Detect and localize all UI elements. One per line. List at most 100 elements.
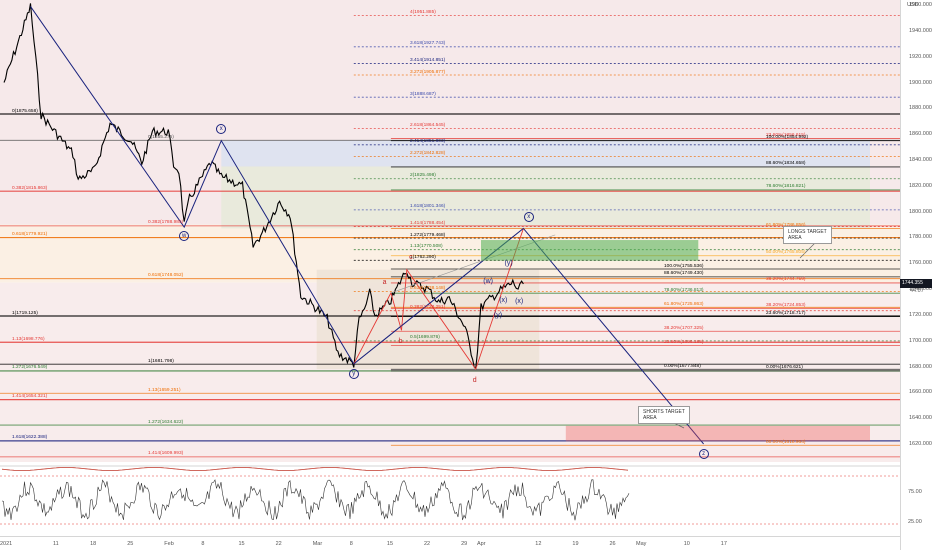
- countdown-label: 44:07: [910, 288, 924, 295]
- fib-level-label: 0.618(1779.921): [12, 232, 48, 238]
- fib-level-label: 3.414(1914.851): [410, 57, 446, 63]
- fib-level-label: 0.382(1815.863): [12, 185, 48, 191]
- fib-level-label: 2.272(1842.828): [410, 150, 446, 156]
- price-tick-label: 1640.000: [909, 415, 932, 422]
- wave-label: d: [472, 376, 477, 384]
- fib-level-label: 4(1951.885): [410, 10, 436, 16]
- wave-label: y: [348, 369, 359, 380]
- fib-level-label: 88.60%(1749.430): [664, 271, 704, 277]
- volume-strip-line: [1, 467, 629, 471]
- price-tick-label: 1880.000: [909, 105, 932, 112]
- time-tick-label: 25: [127, 541, 134, 547]
- time-tick-label: 22: [275, 541, 282, 547]
- time-axis[interactable]: 2021 11 18 25 Feb 8 15 22 Mar 8 15 22 29 Apr 12 19 26 May…: [0, 536, 900, 551]
- fib-level-label: 100.0%(1755.536): [664, 263, 704, 269]
- wave-label: x: [216, 124, 227, 135]
- fib-level-label: 38.20%(1724.853): [766, 303, 806, 309]
- wave-label: w: [179, 231, 190, 242]
- time-tick-label: 29: [461, 541, 468, 547]
- fib-level-label: 38.20%(1744.759): [766, 277, 806, 283]
- oscillator-axis-label: 75.00: [908, 489, 922, 495]
- wave-abcd-line: [353, 228, 524, 371]
- time-tick-label: 17: [720, 541, 727, 547]
- time-tick-label: 10: [683, 541, 690, 547]
- fib-level-label: 1(1681.798): [148, 358, 174, 364]
- fib-level-label: 1.13(1659.251): [148, 387, 181, 393]
- fib-level-label: 1.272(1634.622): [148, 419, 184, 425]
- price-tick-label: 1960.000: [909, 2, 932, 9]
- fib-level-label: 1.414(1609.993): [148, 451, 184, 457]
- wave-xwxyz-line: [30, 6, 704, 445]
- time-tick-label: Feb: [164, 541, 174, 547]
- time-tick-label: 12: [535, 541, 542, 547]
- price-tick-label: 1780.000: [909, 234, 932, 241]
- fib-level-label: 61.80%(1725.863): [664, 301, 704, 307]
- time-tick-label: 26: [609, 541, 616, 547]
- time-tick-label: Apr: [477, 541, 486, 547]
- time-tick-label: 8: [201, 541, 205, 547]
- fib-level-label: 2.618(1864.545): [410, 122, 446, 128]
- fib-level-label: 1.414(1788.454): [410, 221, 446, 227]
- fib-level-label: 1(1719.125): [12, 310, 38, 316]
- time-tick-label: 22: [424, 541, 431, 547]
- longs-target-callout: LONGS TARGET AREA: [783, 226, 832, 244]
- price-tick-label: 1660.000: [909, 389, 932, 396]
- fib-level-label: 0.00%(1676.621): [766, 365, 803, 371]
- current-price-badge: 1744.355: [900, 279, 932, 289]
- wave-label: (y): [504, 259, 513, 267]
- time-tick-label: 18: [90, 541, 97, 547]
- wave-label: z: [698, 449, 709, 460]
- time-tick-label: May: [636, 541, 647, 547]
- time-tick-label: 2021: [0, 541, 13, 547]
- time-tick-label: 15: [238, 541, 245, 547]
- price-tick-label: 1820.000: [909, 182, 932, 189]
- wave-label: (y): [493, 312, 503, 320]
- price-tick-label: 1840.000: [909, 157, 932, 164]
- fib-level-label: 00.00%(1618.964): [766, 439, 806, 445]
- price-tick-label: 1720.000: [909, 311, 932, 318]
- fib-level-label: 23.60%(1718.717): [766, 311, 806, 317]
- price-tick-label: 1800.000: [909, 208, 932, 215]
- shorts-target-callout: SHORTS TARGET AREA: [638, 406, 690, 424]
- fib-level-label: 3.618(1927.743): [410, 41, 446, 47]
- wave-label: (x): [499, 296, 508, 304]
- fib-level-label: 0.382(1788.985): [148, 220, 184, 226]
- wave-label: (x): [515, 298, 524, 306]
- shorts-target-zone: [565, 425, 870, 442]
- longs-callout-pointer: [799, 242, 816, 259]
- price-series-line: [3, 3, 524, 370]
- price-tick-label: 1920.000: [909, 53, 932, 60]
- time-tick-label: 19: [572, 541, 579, 547]
- longs-target-zone: [481, 240, 699, 261]
- price-tick-label: 1760.000: [909, 260, 932, 267]
- fib-level-label: 1.272(1779.468): [410, 232, 446, 238]
- fib-level-label: 78.60%(1736.813): [664, 287, 704, 293]
- fib-level-label: 1.13(1770.508): [410, 244, 443, 250]
- fib-level-label: 38.20%(1707.325): [664, 325, 704, 331]
- fib-level-label: 0(1855.275): [148, 134, 174, 140]
- price-axis[interactable]: USD 1960.000 1940.000 1920.000 1900.000 1880…: [900, 0, 932, 550]
- wave-label: b: [398, 338, 403, 346]
- fib-level-label: 1(1762.290): [410, 254, 436, 260]
- fib-level-label: 78.60%(1816.821): [766, 184, 806, 190]
- time-tick-label: 11: [53, 541, 59, 547]
- fib-level-label: 0.00%(1677.848): [664, 363, 701, 369]
- fib-level-label: 1.618(1622.388): [12, 435, 48, 441]
- fib-band-green: [221, 166, 871, 229]
- fib-level-label: 3.272(1905.877): [410, 69, 446, 75]
- wave-label: a: [382, 278, 387, 286]
- time-tick-label: 8: [349, 541, 353, 547]
- currency-label: USD: [907, 2, 919, 8]
- fib-level-label: 1.13(1698.776): [12, 336, 45, 342]
- fib-level-label: 1.272(1676.549): [12, 365, 48, 371]
- fib-level-label: 3(1888.687): [410, 91, 436, 97]
- fib-level-label: 61.80%(1786.856): [766, 223, 805, 228]
- fib-level-label: 100.00%(1854.992): [766, 135, 809, 141]
- price-tick-label: 1940.000: [909, 27, 932, 34]
- wave-label: c: [409, 254, 413, 262]
- time-tick-label: Mar: [312, 541, 323, 547]
- oscillator-line: [1, 479, 630, 521]
- fib-level-label: 23.60%(1856.615): [766, 133, 806, 139]
- fib-level-label: 0(1875.658): [12, 108, 38, 114]
